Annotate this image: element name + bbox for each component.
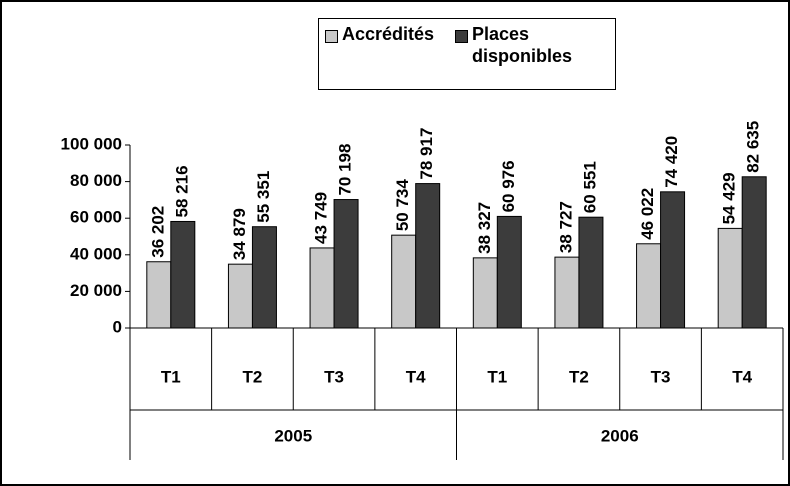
- legend-label: Accrédités: [342, 24, 435, 44]
- legend-swatch: [325, 30, 338, 43]
- bar: [170, 220, 196, 329]
- bar: [660, 191, 686, 329]
- y-tick-label: 60 000: [70, 208, 122, 227]
- bar: [251, 226, 277, 329]
- bar: [636, 243, 662, 329]
- bar: [578, 216, 604, 329]
- legend-label: Places disponibles: [472, 24, 573, 66]
- y-tick-label: 20 000: [70, 281, 122, 300]
- value-label: 55 351: [254, 171, 273, 223]
- bar: [496, 215, 522, 329]
- value-label: 38 327: [475, 202, 494, 254]
- x-tick-label: T1: [161, 367, 181, 386]
- y-tick-label: 0: [113, 317, 122, 336]
- x-tick-label: T2: [569, 367, 589, 386]
- legend-item: Accrédités: [325, 23, 472, 45]
- value-label: 34 879: [230, 208, 249, 260]
- x-tick-label: T3: [651, 367, 671, 386]
- value-label: 50 734: [393, 179, 412, 232]
- value-label: 74 420: [662, 136, 681, 188]
- y-tick-label: 100 000: [61, 134, 122, 153]
- group-label: 2006: [601, 426, 639, 445]
- value-label: 60 551: [580, 161, 599, 213]
- value-label: 82 635: [744, 121, 763, 173]
- bar: [146, 261, 172, 329]
- x-tick-label: T4: [732, 367, 752, 386]
- legend: Accrédités Places disponibles: [318, 18, 616, 90]
- bar: [554, 256, 580, 329]
- y-tick-label: 80 000: [70, 171, 122, 190]
- value-label: 38 727: [556, 201, 575, 253]
- value-label: 36 202: [148, 206, 167, 258]
- value-label: 78 917: [417, 128, 436, 180]
- value-label: 46 022: [638, 188, 657, 240]
- value-label: 58 216: [172, 165, 191, 217]
- value-label: 43 749: [312, 192, 331, 244]
- bar: [391, 234, 417, 329]
- group-label: 2005: [274, 426, 312, 445]
- bar: [309, 247, 335, 329]
- bar: [333, 199, 359, 329]
- value-label: 60 976: [499, 160, 518, 212]
- legend-item: Places disponibles: [455, 23, 573, 67]
- x-tick-label: T2: [243, 367, 263, 386]
- y-tick-label: 40 000: [70, 244, 122, 263]
- x-tick-label: T3: [324, 367, 344, 386]
- bar: [415, 183, 441, 329]
- bar: [472, 257, 498, 329]
- bar: [227, 263, 253, 329]
- value-label: 70 198: [336, 144, 355, 196]
- x-tick-label: T1: [487, 367, 507, 386]
- x-tick-label: T4: [406, 367, 426, 386]
- legend-swatch: [455, 30, 468, 43]
- bar: [741, 176, 767, 329]
- bar: [717, 227, 743, 329]
- value-label: 54 429: [720, 172, 739, 224]
